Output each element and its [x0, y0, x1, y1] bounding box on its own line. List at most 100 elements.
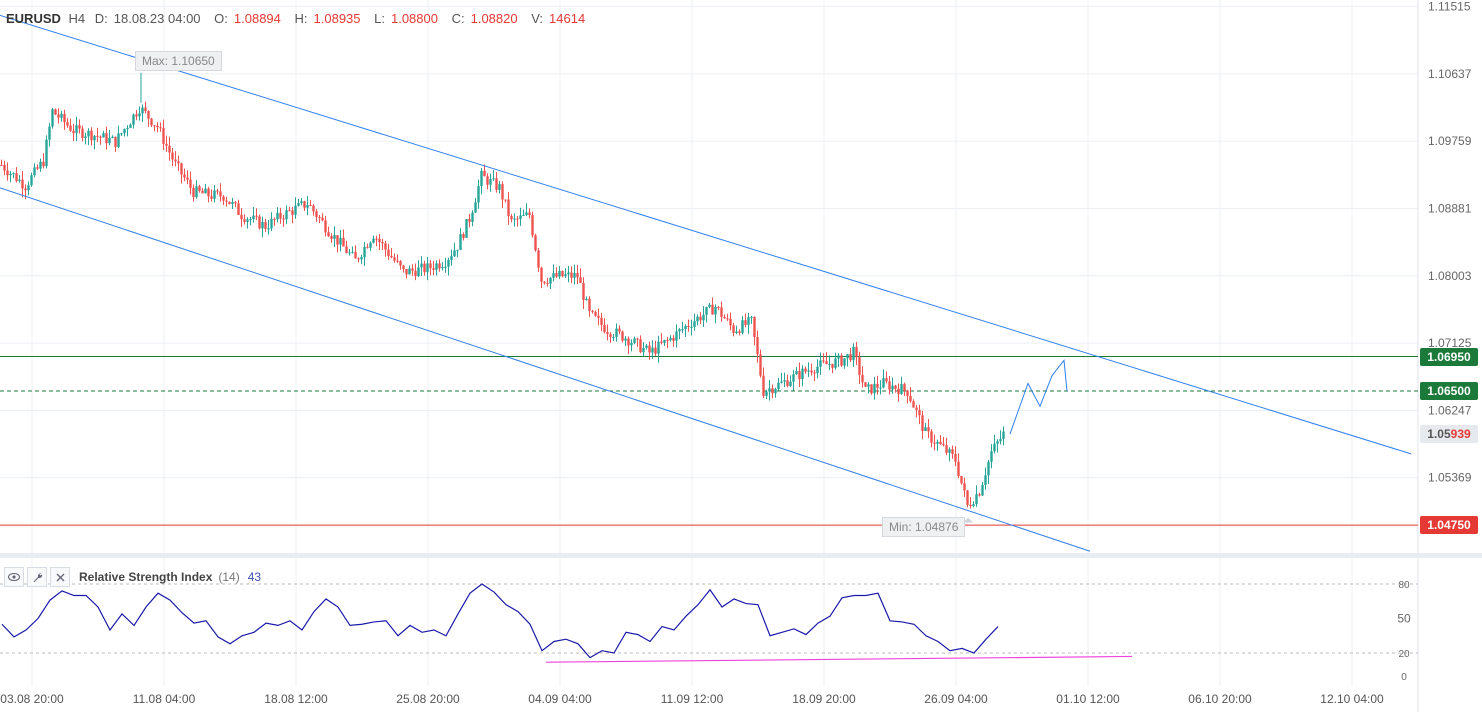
- pane-separator: [0, 553, 1482, 558]
- time-tick-label: 12.10 04:00: [1320, 692, 1384, 706]
- candle-body: [675, 331, 678, 341]
- candle-body: [270, 218, 273, 229]
- candle-body: [18, 179, 21, 182]
- projection-path: [1009, 359, 1068, 435]
- candle-body: [666, 339, 669, 341]
- candle-body: [255, 215, 258, 217]
- candle-body: [12, 173, 15, 175]
- candle-body: [930, 431, 933, 443]
- candle-body: [825, 361, 828, 365]
- candle-body: [357, 258, 360, 260]
- candle-body: [54, 109, 57, 115]
- candle-body: [678, 329, 681, 332]
- wrench-icon[interactable]: [27, 567, 47, 587]
- time-tick-label: 18.08 12:00: [264, 692, 328, 706]
- candle-body: [168, 145, 171, 153]
- candle-body: [621, 331, 624, 341]
- candle-body: [210, 196, 213, 199]
- candle-body: [924, 427, 927, 431]
- close-icon[interactable]: [50, 567, 70, 587]
- candle-body: [90, 130, 93, 141]
- candle-body: [606, 332, 609, 335]
- candle-body: [576, 272, 579, 278]
- candle-body: [996, 441, 999, 444]
- candle-body: [726, 318, 729, 320]
- time-axis[interactable]: 03.08 20:00 11.08 04:00 18.08 12:00 25.08 2…: [0, 692, 1384, 706]
- candle-body: [819, 360, 822, 367]
- candle-body: [945, 445, 948, 453]
- candle-body: [792, 374, 795, 382]
- candle-body: [231, 202, 234, 204]
- channel-line: [0, 14, 1412, 455]
- candle-body: [780, 381, 783, 383]
- candle-body: [492, 178, 495, 180]
- candle-body: [834, 358, 837, 368]
- candle-body: [165, 143, 168, 146]
- candle-body: [600, 317, 603, 325]
- candle-body: [579, 277, 582, 284]
- candle-body: [774, 388, 777, 394]
- candle-body: [552, 273, 555, 278]
- candle-body: [717, 307, 720, 309]
- candle-body: [489, 178, 492, 185]
- candle-body: [534, 235, 537, 251]
- candle-body: [105, 133, 108, 144]
- candle-body: [375, 238, 378, 240]
- candle-body: [777, 382, 780, 389]
- close-label: C:: [451, 11, 465, 26]
- candle-body: [237, 203, 240, 215]
- candle-body: [162, 127, 165, 144]
- indicator-name: Relative Strength Index: [79, 570, 213, 584]
- date-value: 18.08.23 04:00: [113, 11, 201, 26]
- candle-body: [456, 249, 459, 251]
- candle-body: [612, 336, 615, 338]
- candle-body: [204, 188, 207, 194]
- candle-body: [258, 216, 261, 229]
- candle-body: [240, 214, 243, 220]
- candle-body: [363, 246, 366, 258]
- horizontal-levels[interactable]: [0, 356, 1418, 526]
- candle-body: [273, 218, 276, 220]
- candle-body: [441, 266, 444, 269]
- rsi-tick-label: 0: [1401, 672, 1407, 683]
- candle-body: [591, 310, 594, 312]
- trend-channel[interactable]: [0, 14, 1412, 552]
- high-value: 1.08935: [313, 11, 361, 26]
- candle-body: [705, 307, 708, 315]
- price-badge-resistance[interactable]: 1.06950: [1420, 347, 1478, 366]
- candle-body: [741, 320, 744, 333]
- candle-body: [642, 347, 645, 353]
- eye-icon[interactable]: [4, 567, 24, 587]
- candle-body: [354, 251, 357, 259]
- candle-body: [993, 443, 996, 452]
- candle-body: [594, 311, 597, 316]
- candle-body: [630, 342, 633, 346]
- candle-body: [432, 268, 435, 270]
- candle-body: [681, 329, 684, 331]
- candle-body: [558, 270, 561, 277]
- price-axis[interactable]: 1.11515 1.10637 1.09759 1.08881 1.08003 1.071…: [1428, 0, 1472, 485]
- candle-body: [75, 125, 78, 134]
- min-tag-pointer: [963, 517, 973, 523]
- candle-body: [588, 298, 591, 311]
- price-tick-label: 1.08003: [1428, 269, 1472, 283]
- timeframe[interactable]: H4: [68, 11, 86, 26]
- symbol-name[interactable]: EURUSD: [6, 11, 61, 26]
- candle-body: [912, 401, 915, 408]
- candle-body: [447, 259, 450, 267]
- projection-arrow[interactable]: [1009, 359, 1068, 435]
- candle-body: [504, 199, 507, 201]
- candle-body: [93, 135, 96, 141]
- candle-body: [843, 358, 846, 366]
- candle-body: [192, 187, 195, 198]
- candle-body: [135, 114, 138, 117]
- candle-body: [978, 494, 981, 496]
- candle-body: [351, 251, 354, 253]
- price-badge-dashed-level[interactable]: 1.06500: [1420, 382, 1478, 400]
- candle-body: [408, 268, 411, 275]
- candle-body: [360, 257, 363, 260]
- candle-body: [846, 354, 849, 359]
- price-badge-current[interactable]: 1.05939: [1420, 425, 1478, 443]
- price-badge-support[interactable]: 1.04750: [1420, 516, 1478, 535]
